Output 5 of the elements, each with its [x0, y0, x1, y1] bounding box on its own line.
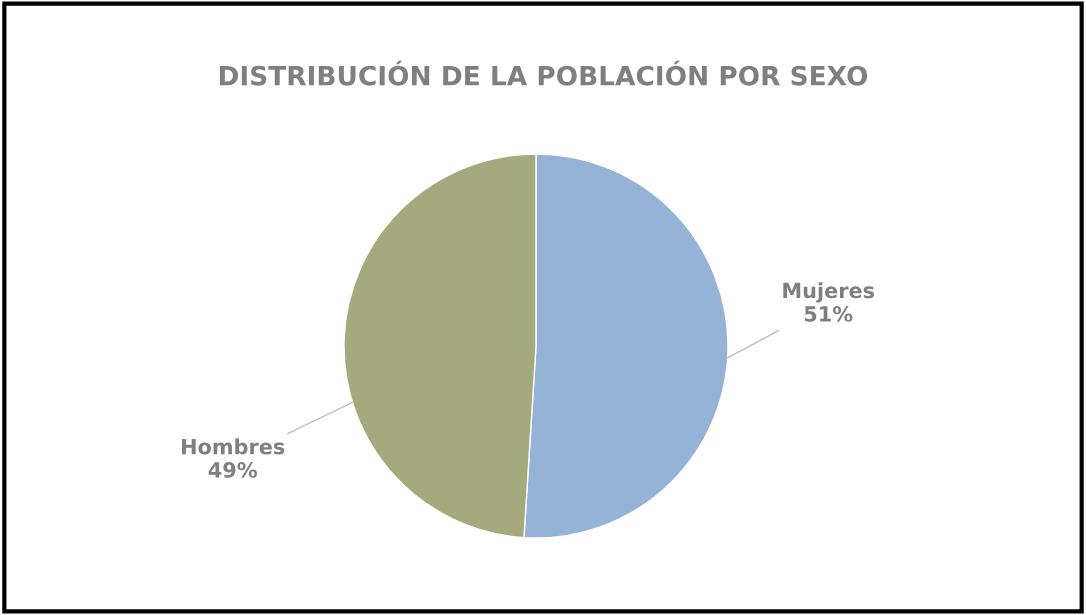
data-label: 51%	[804, 306, 853, 322]
slice-label: Mujeres	[783, 282, 875, 303]
data-label: 49%	[208, 462, 257, 478]
chart-title: DISTRIBUCIÓN DE LA POBLACIÓN POR SEXO	[219, 60, 868, 86]
slice-label: Hombres	[182, 438, 285, 455]
